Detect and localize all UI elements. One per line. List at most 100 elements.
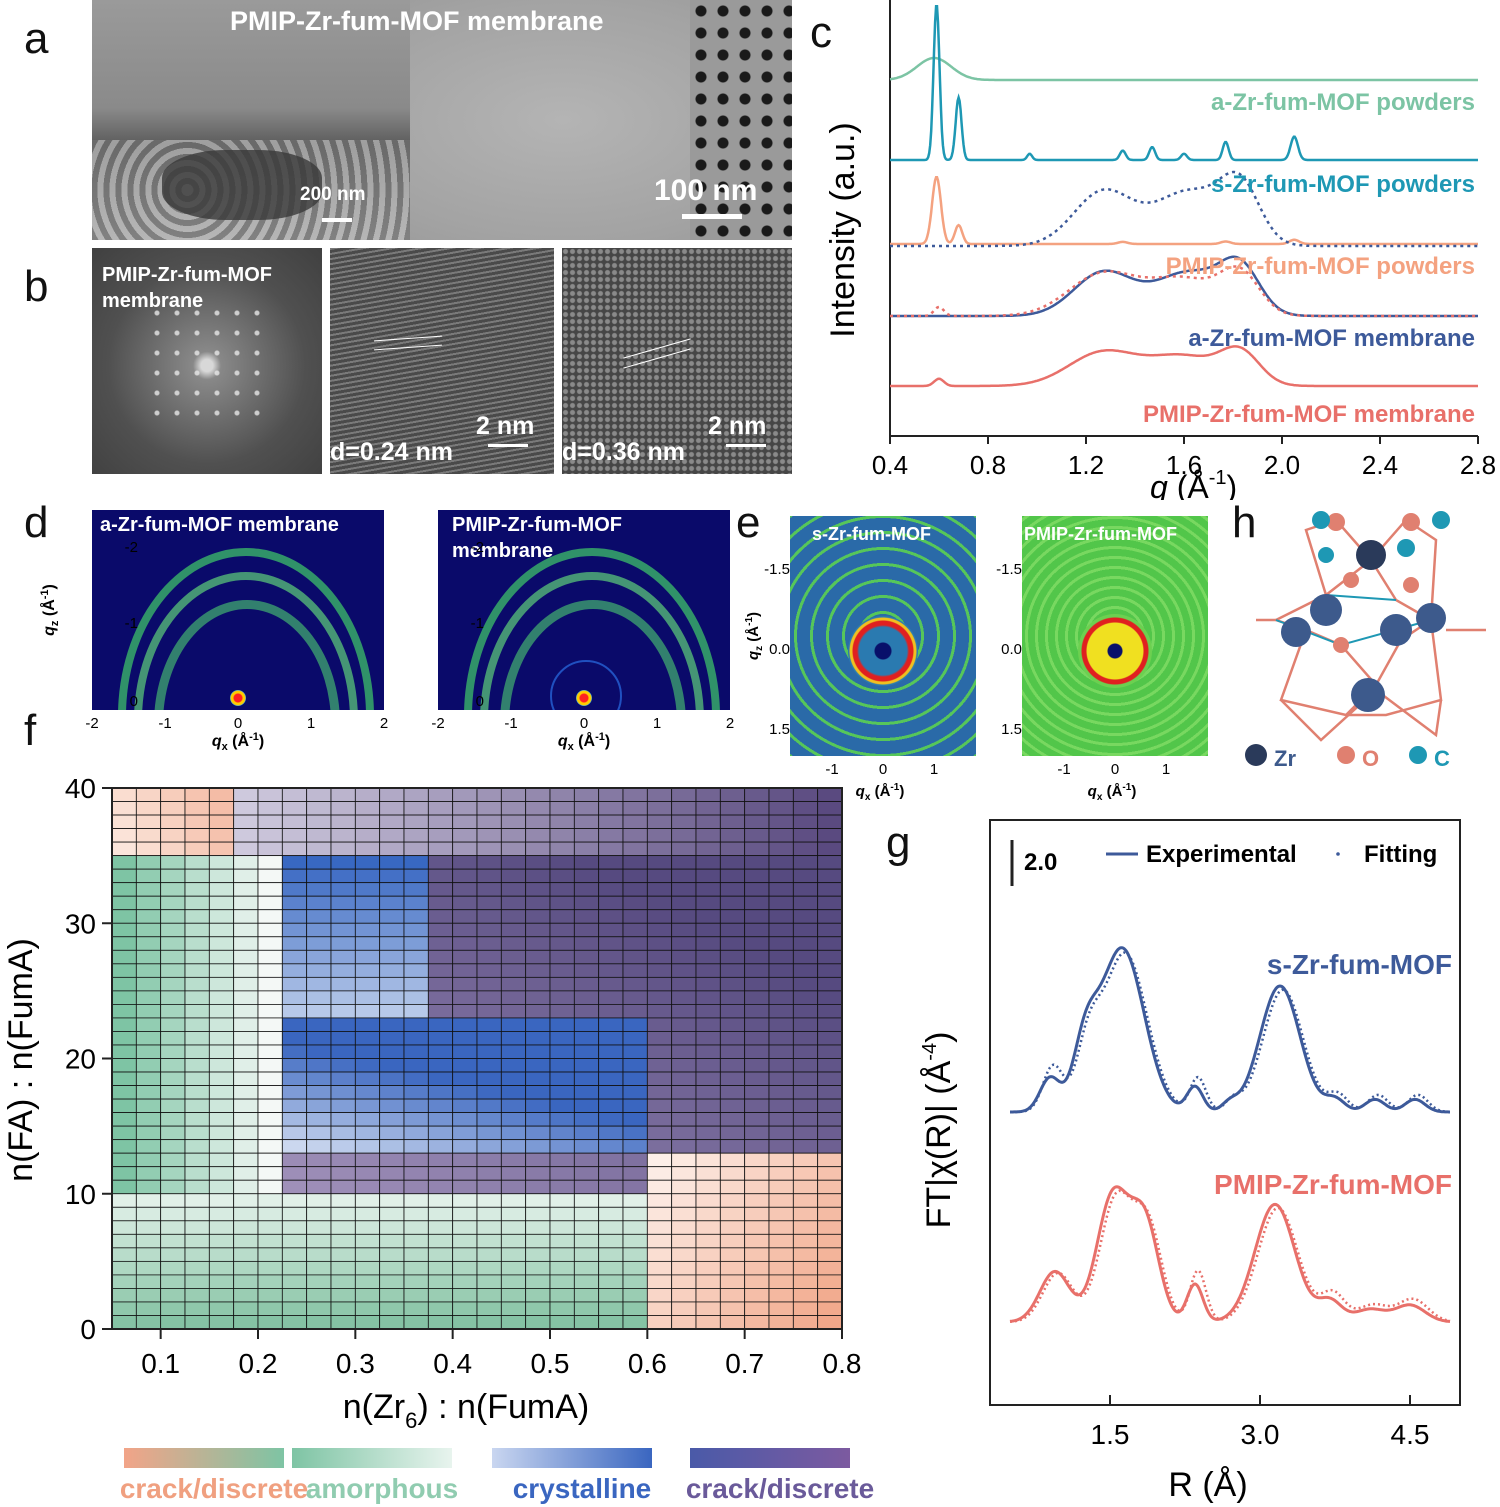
heatmap-cell bbox=[403, 1112, 429, 1127]
heatmap-cell bbox=[573, 1179, 600, 1195]
heatmap-cell bbox=[354, 1233, 381, 1249]
heatmap-cell bbox=[525, 841, 551, 857]
heatmap-cell bbox=[281, 801, 308, 816]
heatmap-cell bbox=[330, 1166, 356, 1181]
heatmap-cell bbox=[744, 868, 770, 884]
heatmap-cell bbox=[306, 814, 332, 829]
heatmap-y-tick-label: 30 bbox=[65, 908, 96, 939]
heatmap-cell bbox=[184, 976, 210, 992]
heatmap-cell bbox=[306, 1112, 332, 1127]
heatmap-cell bbox=[208, 1112, 235, 1127]
heatmap-cell bbox=[671, 1003, 697, 1019]
exafs-scale-label: 2.0 bbox=[1024, 849, 1057, 876]
heatmap-cell bbox=[427, 1071, 454, 1086]
heatmap-cell bbox=[281, 963, 308, 978]
heatmap-cell bbox=[403, 990, 429, 1005]
heatmap-cell bbox=[817, 828, 843, 843]
heatmap-cell bbox=[768, 828, 794, 843]
heatmap-cell bbox=[257, 814, 283, 829]
heatmap-cell bbox=[184, 1206, 210, 1222]
heatmap-cell bbox=[427, 1233, 454, 1249]
heatmap-cell bbox=[354, 1206, 381, 1222]
heatmap-cell bbox=[208, 828, 235, 843]
heatmap-cell bbox=[671, 936, 697, 951]
heatmap-cell bbox=[403, 1233, 429, 1249]
heatmap-cell bbox=[257, 1233, 283, 1249]
heatmap-cell bbox=[622, 1220, 648, 1235]
heatmap-cell bbox=[817, 1003, 843, 1019]
heatmap-cell bbox=[233, 1233, 259, 1249]
heatmap-cell bbox=[306, 841, 332, 857]
heatmap-cell bbox=[452, 1288, 478, 1303]
heatmap-cell bbox=[111, 976, 137, 992]
heatmap-cell bbox=[549, 963, 575, 978]
heatmap-cell bbox=[379, 1139, 405, 1154]
heatmap-cell bbox=[646, 1017, 673, 1032]
heatmap-cell bbox=[792, 1098, 819, 1114]
heatmap-cell bbox=[768, 1260, 794, 1276]
heatmap-cell bbox=[233, 1301, 259, 1316]
heatmap-cell bbox=[476, 1193, 502, 1208]
heatmap-cell bbox=[427, 922, 454, 938]
heatmap-cell bbox=[135, 787, 162, 802]
heatmap-cell bbox=[792, 976, 819, 992]
giwaxs-y-tick-label: 0 bbox=[476, 693, 484, 710]
heatmap-cell bbox=[500, 1085, 527, 1100]
heatmap-cell bbox=[452, 1152, 478, 1168]
heatmap-cell bbox=[671, 1098, 697, 1114]
heatmap-cell bbox=[573, 1031, 600, 1046]
heatmap-cell bbox=[598, 909, 624, 924]
heatmap-cell bbox=[719, 990, 746, 1005]
heatmap-cell bbox=[476, 1098, 502, 1114]
heatmap-cell bbox=[549, 1206, 575, 1222]
heatmap-cell bbox=[622, 1085, 648, 1100]
heatmap-cell bbox=[135, 1058, 162, 1073]
heatmap-cell bbox=[671, 909, 697, 924]
legend-zr-dot bbox=[1245, 744, 1267, 766]
heatmap-cell bbox=[427, 1031, 454, 1046]
legend-label-2: crystalline bbox=[513, 1473, 652, 1504]
heatmap-cell bbox=[403, 1003, 429, 1019]
heatmap-cell bbox=[719, 895, 746, 911]
heatmap-cell bbox=[208, 1139, 235, 1154]
heatmap-cell bbox=[306, 868, 332, 884]
heatmap-cell bbox=[573, 1125, 600, 1141]
heatmap-cell bbox=[719, 841, 746, 857]
heatmap-cell bbox=[598, 868, 624, 884]
heatmap-cell bbox=[476, 1233, 502, 1249]
heatmap-cell bbox=[719, 1152, 746, 1168]
heatmap-cell bbox=[719, 949, 746, 965]
heatmap-cell bbox=[330, 1003, 356, 1019]
heatmap-cell bbox=[646, 814, 673, 829]
heatmap-cell bbox=[257, 1085, 283, 1100]
heatmap-cell bbox=[135, 1260, 162, 1276]
heatmap-cell bbox=[452, 949, 478, 965]
heatmap-cell bbox=[160, 1044, 186, 1059]
heatmap-cell bbox=[646, 882, 673, 897]
heatmap-cell bbox=[744, 1166, 770, 1181]
heatmap-cell bbox=[500, 1274, 527, 1289]
heatmap-cell bbox=[768, 1315, 794, 1330]
heatmap-cell bbox=[646, 1112, 673, 1127]
heatmap-cell bbox=[817, 1044, 843, 1059]
heatmap-cell bbox=[768, 922, 794, 938]
heatmap-cell bbox=[160, 909, 186, 924]
hrtem2-scale-bar bbox=[726, 444, 766, 447]
heatmap-cell bbox=[573, 1260, 600, 1276]
heatmap-cell bbox=[525, 882, 551, 897]
heatmap-cell bbox=[135, 909, 162, 924]
xrd-series-label-0: a-Zr-fum-MOF powders bbox=[1211, 89, 1475, 116]
waxs-x-tick-label: 0 bbox=[879, 761, 887, 778]
heatmap-cell bbox=[500, 1206, 527, 1222]
heatmap-cell bbox=[500, 922, 527, 938]
heatmap-cell bbox=[208, 1166, 235, 1181]
exafs-x-tick-label: 4.5 bbox=[1391, 1419, 1430, 1450]
heatmap-cell bbox=[549, 1152, 575, 1168]
heatmap-cell bbox=[233, 1152, 259, 1168]
heatmap-cell bbox=[598, 1098, 624, 1114]
heatmap-cell bbox=[500, 855, 527, 870]
heatmap-cell bbox=[792, 1260, 819, 1276]
heatmap-cell bbox=[427, 1139, 454, 1154]
heatmap-cell bbox=[403, 828, 429, 843]
heatmap-cell bbox=[573, 1085, 600, 1100]
